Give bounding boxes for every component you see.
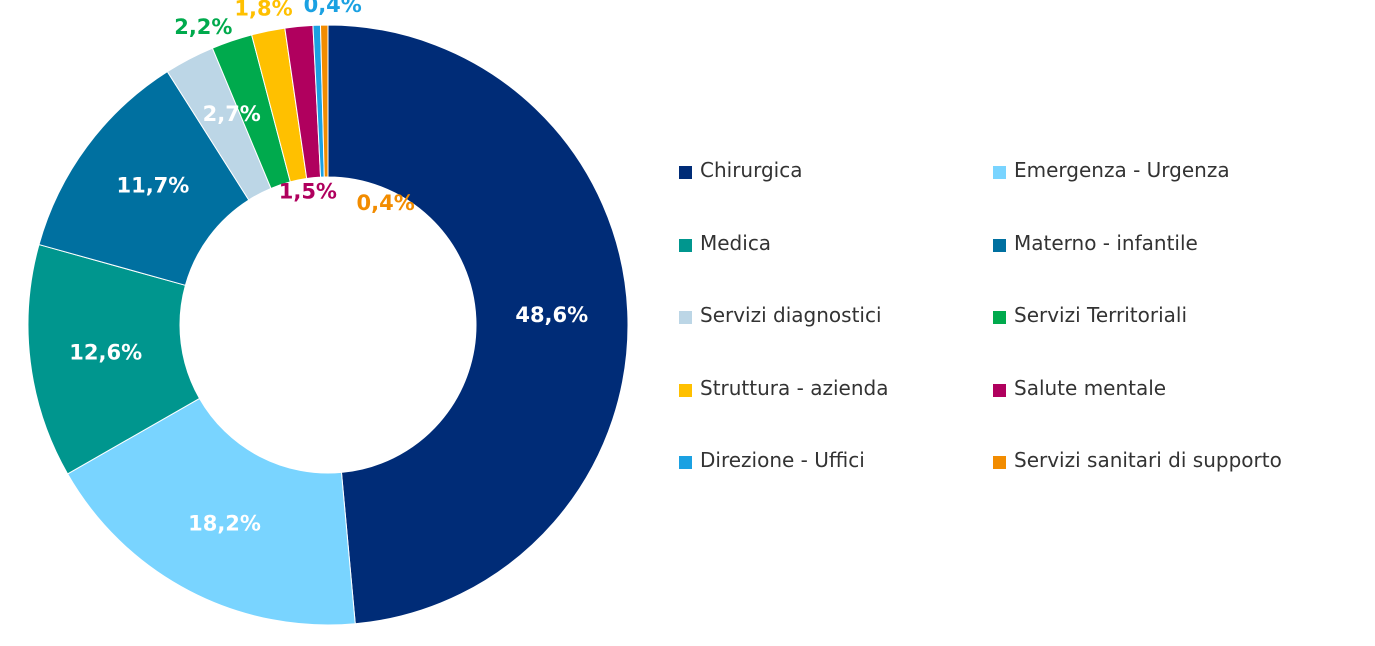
legend-item: Servizi Territoriali (993, 295, 1359, 368)
legend-item: Chirurgica (679, 150, 993, 223)
slice-label-10: 0,4% (357, 191, 415, 215)
slice-label-6: 2,2% (174, 15, 232, 39)
legend-label: Struttura - azienda (700, 375, 889, 400)
legend-item: Medica (679, 223, 993, 296)
slice-1 (327, 24, 629, 625)
legend-label: Materno - infantile (1014, 230, 1198, 255)
legend-swatch (993, 238, 1006, 252)
slice-label-8: 1,5% (279, 180, 337, 204)
legend-swatch (679, 238, 692, 252)
legend-label: Medica (700, 230, 772, 255)
legend-label: Salute mentale (1014, 375, 1167, 400)
legend-label: Servizi sanitari di supporto (1014, 448, 1282, 472)
slice-10 (319, 24, 329, 178)
legend-swatch (679, 311, 692, 324)
legend-item: Servizi sanitari di supporto (993, 440, 1359, 513)
slice-label-2: 18,2% (188, 512, 261, 536)
slice-2 (66, 397, 356, 626)
slice-label-9: 0,4% (304, 0, 362, 17)
legend-label: Servizi Territoriali (1014, 303, 1188, 327)
legend-item: Salute mentale (993, 368, 1359, 441)
legend-label: Direzione - Uffici (700, 448, 865, 472)
slice-label-7: 1,8% (234, 0, 292, 20)
legend-item: Direzione - Uffici (679, 440, 993, 513)
legend-item: Materno - infantile (993, 223, 1359, 296)
legend-swatch (679, 166, 692, 179)
legend-swatch (679, 383, 692, 397)
slice-label-4: 11,7% (116, 173, 189, 197)
legend: Chirurgica Emergenza - Urgenza Medica Mater… (679, 150, 1359, 513)
legend-swatch (679, 456, 692, 469)
slice-4 (38, 70, 250, 286)
legend-swatch (993, 166, 1006, 179)
legend-item: Struttura - azienda (679, 368, 993, 441)
legend-swatch (993, 383, 1006, 397)
legend-swatch (993, 311, 1006, 324)
slice-label-1: 48,6% (515, 303, 588, 327)
slice-3 (27, 243, 201, 475)
legend-swatch (993, 456, 1006, 469)
legend-label: Chirurgica (700, 158, 803, 182)
slice-label-5: 2,7% (203, 102, 261, 126)
legend-label: Emergenza - Urgenza (1014, 158, 1230, 182)
legend-label: Servizi diagnostici (700, 303, 882, 327)
legend-item: Emergenza - Urgenza (993, 150, 1359, 223)
legend-item: Servizi diagnostici (679, 295, 993, 368)
slice-label-3: 12,6% (69, 341, 142, 365)
